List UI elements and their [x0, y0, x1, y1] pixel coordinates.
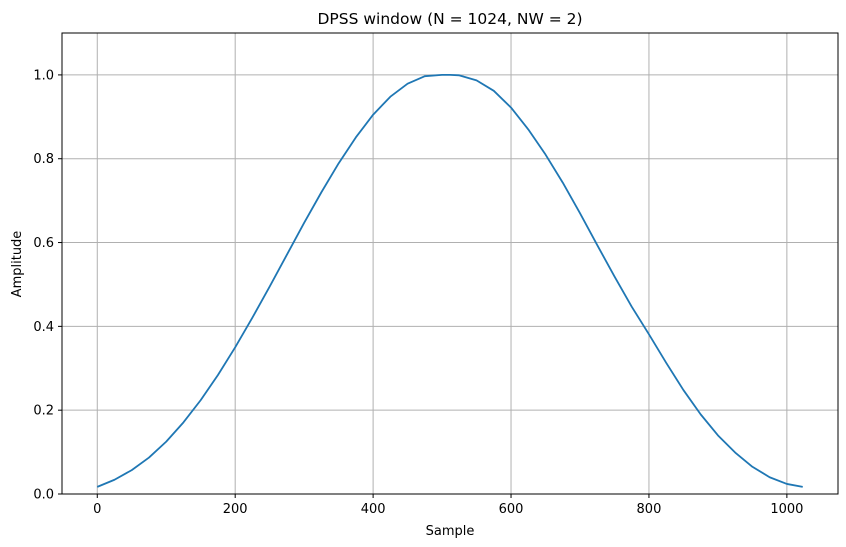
y-tick-label: 0.0 — [33, 488, 54, 503]
x-tick-label: 1000 — [770, 502, 803, 517]
grid — [62, 33, 838, 495]
axes-frame — [61, 32, 839, 495]
series-line — [96, 74, 803, 488]
chart-title: DPSS window (N = 1024, NW = 2) — [317, 10, 582, 28]
y-tick-label: 0.2 — [33, 404, 54, 419]
plot-area — [96, 74, 803, 488]
x-tick-label: 200 — [223, 502, 248, 517]
ticks: 0 200 400 600 800 1000 0.0 0.2 0.4 0.6 0.8 1.0 — [33, 68, 803, 517]
y-axis-label: Amplitude — [10, 231, 25, 298]
y-tick-label: 0.6 — [33, 236, 54, 251]
x-axis-label: Sample — [426, 524, 475, 539]
x-tick-label: 0 — [93, 502, 101, 517]
x-tick-label: 400 — [361, 502, 386, 517]
y-tick-label: 0.4 — [33, 320, 54, 335]
y-tick-label: 0.8 — [33, 152, 54, 167]
x-tick-label: 600 — [499, 502, 524, 517]
y-tick-label: 1.0 — [33, 68, 54, 83]
x-tick-label: 800 — [637, 502, 662, 517]
